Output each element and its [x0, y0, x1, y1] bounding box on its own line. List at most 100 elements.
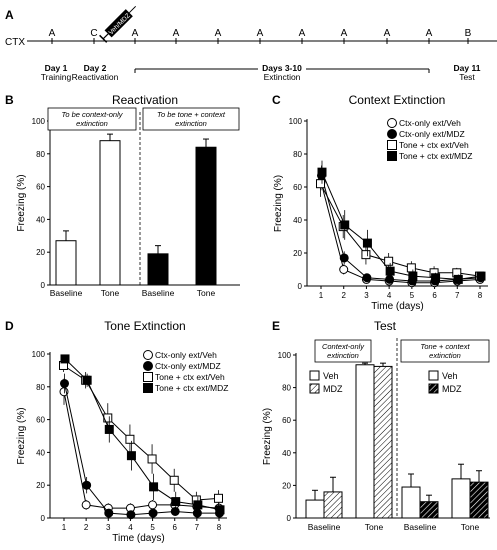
- legend: Veh MDZ: [428, 370, 462, 394]
- day11-sub: Test: [459, 72, 475, 82]
- bar: [355, 364, 375, 519]
- timeline-marker: B: [465, 28, 472, 39]
- group-box-label: Tone + context: [420, 342, 470, 351]
- bar: [323, 491, 343, 519]
- panel-label: C: [272, 93, 281, 107]
- bracket-gap: [258, 60, 306, 84]
- panel-e-test: E Test 0 20 40 60 80 100 Freezing (%) Baseline Ton…: [262, 319, 490, 532]
- legend-label: Ctx-only ext/Veh: [399, 118, 461, 128]
- y-axis-label: Freezing (%): [16, 407, 27, 464]
- y-tick-label: 60: [282, 416, 291, 425]
- timeline-markers: A C A A A A A A A BA: [49, 28, 472, 44]
- x-tick-label: 4: [128, 523, 133, 532]
- legend-swatch: [428, 383, 439, 394]
- panel-label: D: [5, 319, 14, 333]
- x-tick-label: 6: [172, 523, 177, 532]
- data-point: [384, 256, 394, 266]
- data-point: [387, 118, 397, 128]
- legend-label: Tone + ctx ext/MDZ: [155, 383, 228, 393]
- legend-label: Ctx-only ext/MDZ: [155, 361, 221, 371]
- data-point: [147, 454, 157, 464]
- timeline-marker: A: [132, 28, 139, 39]
- data-point: [387, 151, 397, 161]
- data-point: [143, 350, 153, 360]
- x-axis-label: Time (days): [371, 301, 423, 312]
- series-1: [60, 373, 224, 520]
- bar: [305, 499, 325, 519]
- x-tick-label: Baseline: [50, 288, 83, 298]
- data-point: [406, 263, 416, 273]
- x-tick-label: 3: [364, 291, 369, 300]
- panel-label: B: [5, 93, 14, 107]
- group-box-label: To be context-only: [61, 110, 123, 119]
- data-point: [214, 493, 223, 503]
- data-point: [126, 510, 136, 520]
- group-box-label: To be tone + context: [157, 110, 226, 119]
- data-point: [82, 375, 92, 385]
- y-tick-label: 100: [278, 351, 292, 360]
- group-box: [47, 107, 137, 131]
- series-3: [317, 160, 486, 285]
- chart-title: Tone Extinction: [104, 319, 185, 333]
- data-point: [148, 500, 158, 510]
- legend-label: MDZ: [442, 384, 462, 394]
- group-box-label: extinction: [175, 119, 207, 128]
- data-point: [317, 167, 327, 177]
- bar: [451, 478, 471, 519]
- data-point: [60, 354, 70, 364]
- data-point: [192, 508, 202, 518]
- y-tick-label: 20: [282, 481, 291, 490]
- y-tick-label: 60: [293, 183, 302, 192]
- y-tick-label: 0: [41, 281, 46, 290]
- bar: [195, 146, 217, 286]
- group-box: [142, 107, 240, 131]
- bar: [55, 240, 77, 286]
- data-point: [408, 271, 418, 281]
- timeline-marker: A: [257, 28, 264, 39]
- legend-label: Tone + ctx ext/Veh: [155, 372, 225, 382]
- data-point: [339, 265, 349, 274]
- bar: [469, 481, 489, 519]
- y-tick-label: 60: [36, 416, 45, 425]
- y-tick-label: 60: [36, 183, 45, 192]
- data-point: [385, 274, 395, 284]
- data-point: [143, 372, 153, 382]
- data-point: [193, 500, 203, 510]
- data-point: [361, 250, 371, 260]
- legend-label: Ctx-only ext/MDZ: [399, 129, 465, 139]
- panel-b-reactivation: B Reactivation 0 20 40 60 80 100 Freezing (%) Bas…: [5, 93, 240, 298]
- bar: [373, 365, 393, 519]
- legend-label: Veh: [323, 371, 339, 381]
- data-point: [149, 482, 159, 492]
- y-tick-label: 40: [36, 448, 45, 457]
- x-tick-label: 2: [341, 291, 346, 300]
- legend-label: Veh: [442, 371, 458, 381]
- legend-swatch: [428, 370, 439, 381]
- data-point: [362, 273, 372, 283]
- y-tick-label: 100: [289, 117, 303, 126]
- y-tick-label: 40: [36, 215, 45, 224]
- day2-sub: Reactivation: [72, 72, 119, 82]
- x-tick-label: Tone: [461, 522, 480, 532]
- y-axis-label: Freezing (%): [262, 408, 273, 465]
- data-point: [81, 500, 91, 510]
- timeline-marker: C: [90, 28, 97, 39]
- legend-label: Tone + ctx ext/Veh: [399, 140, 469, 150]
- bar: [401, 486, 421, 519]
- data-point: [171, 497, 181, 507]
- chart-title: Test: [374, 319, 397, 333]
- y-tick-label: 40: [282, 449, 291, 458]
- panel-label: E: [272, 319, 280, 333]
- x-tick-label: 1: [319, 291, 324, 300]
- x-tick-label: Baseline: [142, 288, 175, 298]
- data-point: [104, 424, 114, 434]
- legend-label: MDZ: [323, 384, 343, 394]
- y-tick-label: 0: [298, 282, 303, 291]
- day3-sub: Extinction: [264, 72, 301, 82]
- x-tick-label: 1: [62, 523, 67, 532]
- data-point: [385, 266, 395, 276]
- group-box-label: Context-only: [322, 342, 365, 351]
- panel-c-context-extinction: C Context Extinction 0 20 40 60 80 100 Freezing …: [272, 93, 488, 312]
